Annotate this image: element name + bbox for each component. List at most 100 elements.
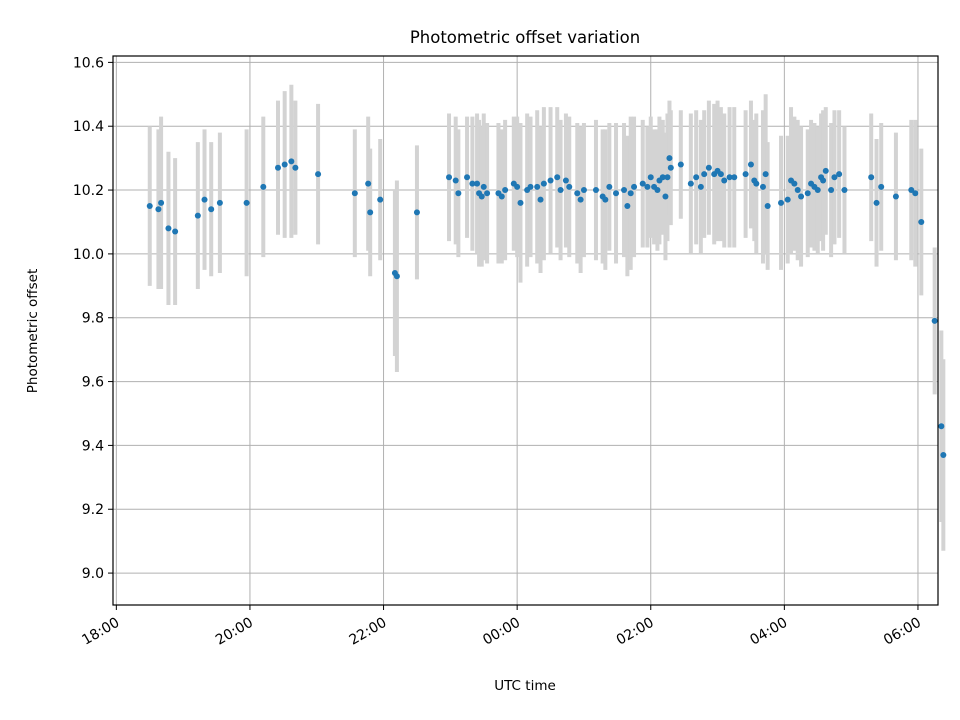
data-point bbox=[814, 187, 821, 194]
data-point bbox=[260, 183, 267, 190]
data-point bbox=[514, 183, 521, 190]
data-point bbox=[469, 180, 476, 187]
y-axis-label: Photometric offset bbox=[25, 269, 41, 393]
y-tick-label: 10.0 bbox=[73, 247, 104, 263]
data-point bbox=[165, 225, 172, 232]
data-point bbox=[701, 171, 708, 178]
data-point bbox=[201, 196, 208, 203]
data-point bbox=[455, 190, 462, 197]
data-point bbox=[413, 209, 420, 216]
data-point bbox=[868, 174, 875, 181]
data-point bbox=[478, 193, 485, 200]
data-point bbox=[446, 174, 453, 181]
data-point bbox=[498, 193, 505, 200]
data-point bbox=[836, 171, 843, 178]
data-point bbox=[621, 187, 628, 194]
data-point bbox=[912, 190, 919, 197]
data-point bbox=[753, 180, 760, 187]
data-point bbox=[662, 193, 669, 200]
data-point bbox=[647, 174, 654, 181]
data-point bbox=[540, 180, 547, 187]
data-point bbox=[873, 199, 880, 206]
data-point bbox=[624, 203, 631, 210]
data-point bbox=[288, 158, 295, 165]
data-point bbox=[828, 187, 835, 194]
data-point bbox=[275, 164, 281, 171]
data-point bbox=[778, 199, 785, 206]
data-point bbox=[908, 187, 915, 194]
y-tick-label: 9.2 bbox=[82, 502, 104, 518]
data-point bbox=[639, 180, 646, 187]
data-point bbox=[474, 180, 481, 187]
data-point bbox=[687, 180, 694, 187]
data-point bbox=[580, 187, 587, 194]
y-tick-label: 10.2 bbox=[73, 183, 104, 199]
data-point bbox=[677, 161, 684, 168]
data-point bbox=[742, 171, 749, 178]
data-point bbox=[592, 187, 599, 194]
data-point bbox=[557, 187, 564, 194]
data-point bbox=[822, 167, 829, 174]
data-point bbox=[155, 206, 162, 213]
data-point bbox=[243, 199, 250, 206]
data-point bbox=[931, 317, 938, 324]
data-points bbox=[146, 155, 947, 458]
data-point bbox=[804, 190, 811, 197]
x-axis-label: UTC time bbox=[494, 678, 556, 694]
data-point bbox=[351, 190, 358, 197]
data-point bbox=[606, 183, 613, 190]
data-point bbox=[940, 451, 947, 458]
data-point bbox=[281, 161, 288, 168]
data-point bbox=[452, 177, 459, 184]
y-tick-label: 9.4 bbox=[82, 438, 104, 454]
data-point bbox=[158, 199, 165, 206]
data-point bbox=[527, 183, 534, 190]
data-point bbox=[794, 187, 801, 194]
data-point bbox=[693, 174, 700, 181]
data-point bbox=[731, 174, 738, 181]
data-point bbox=[667, 164, 674, 171]
data-point bbox=[938, 423, 945, 430]
y-tick-label: 9.0 bbox=[82, 566, 104, 582]
data-point bbox=[292, 164, 299, 171]
data-point bbox=[747, 161, 754, 168]
y-tick-label: 9.8 bbox=[82, 311, 104, 327]
data-point bbox=[377, 196, 384, 203]
data-point bbox=[577, 196, 584, 203]
data-point bbox=[502, 187, 509, 194]
data-point bbox=[726, 174, 733, 181]
data-point bbox=[717, 171, 724, 178]
data-point bbox=[367, 209, 374, 216]
data-point bbox=[613, 190, 620, 197]
data-point bbox=[664, 174, 671, 181]
y-tick-label: 10.6 bbox=[73, 55, 104, 71]
data-point bbox=[784, 196, 791, 203]
data-point bbox=[878, 183, 885, 190]
data-point bbox=[393, 273, 400, 280]
data-point bbox=[480, 183, 487, 190]
data-point bbox=[315, 171, 322, 178]
data-point bbox=[464, 174, 471, 181]
data-point bbox=[602, 196, 609, 203]
data-point bbox=[517, 199, 524, 206]
data-point bbox=[562, 177, 569, 184]
y-axis-ticks: 9.0 9.2 9.4 9.6 9.8 10.0 10.2 10.4 10.6 bbox=[73, 55, 113, 582]
data-point bbox=[216, 199, 223, 206]
data-point bbox=[194, 212, 201, 219]
data-point bbox=[172, 228, 179, 235]
data-point bbox=[666, 155, 673, 162]
data-point bbox=[627, 190, 634, 197]
data-point bbox=[484, 190, 491, 197]
y-tick-label: 9.6 bbox=[82, 375, 104, 391]
data-point bbox=[697, 183, 704, 190]
data-point bbox=[764, 203, 771, 210]
data-point bbox=[554, 174, 561, 181]
data-point bbox=[791, 180, 798, 187]
data-point bbox=[659, 174, 666, 181]
data-point bbox=[831, 174, 838, 181]
y-tick-label: 10.4 bbox=[73, 119, 104, 135]
data-point bbox=[759, 183, 766, 190]
data-point bbox=[365, 180, 372, 187]
data-point bbox=[654, 187, 661, 194]
